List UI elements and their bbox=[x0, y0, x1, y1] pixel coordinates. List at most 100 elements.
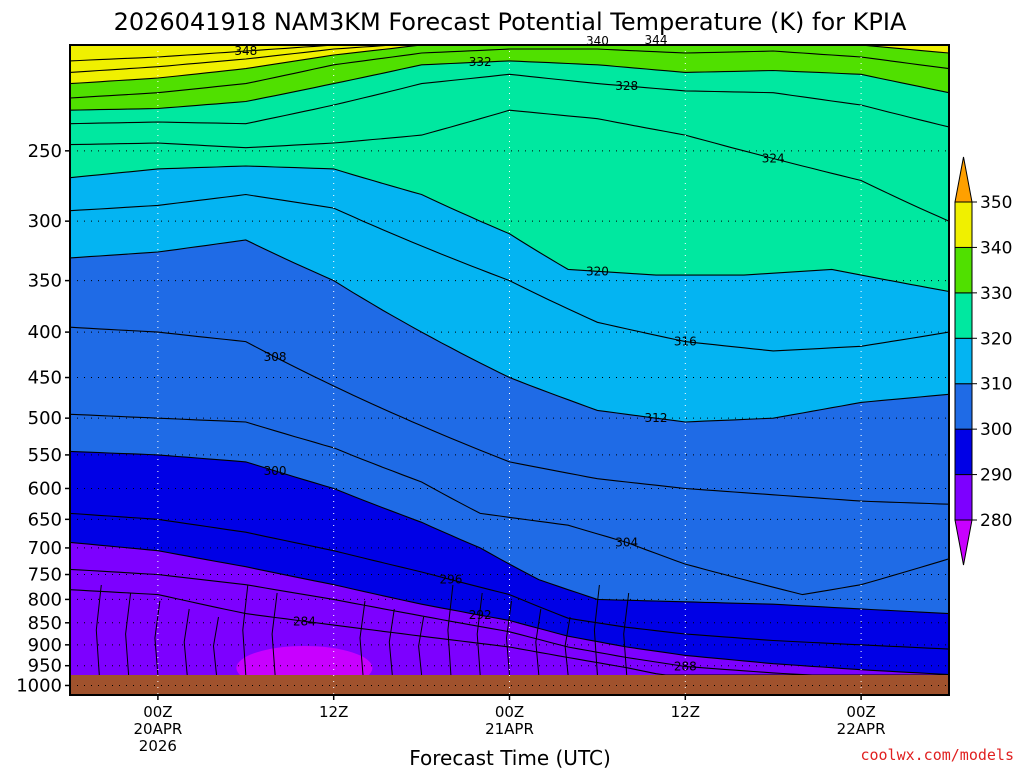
boundary-layer-contour bbox=[505, 600, 512, 676]
y-tick-label: 550 bbox=[28, 445, 62, 466]
contour-label-324: 324 bbox=[762, 151, 785, 165]
colorbar-arrow-top bbox=[954, 156, 973, 203]
contour-label-320: 320 bbox=[586, 264, 609, 278]
boundary-layer-contour bbox=[183, 608, 190, 676]
x-tick-label: 00Z bbox=[495, 703, 524, 721]
colorbar-segment bbox=[954, 474, 973, 521]
y-tick-label: 600 bbox=[28, 478, 62, 499]
colorbar-segment bbox=[954, 292, 973, 339]
y-tick-label: 700 bbox=[28, 538, 62, 559]
isentrope-line-344 bbox=[70, 45, 949, 73]
contour-label-292: 292 bbox=[469, 608, 492, 622]
plot-area bbox=[70, 45, 949, 695]
isentrope-line-328 bbox=[70, 73, 949, 128]
isentrope-line-312 bbox=[70, 239, 949, 423]
y-tick-label: 350 bbox=[28, 271, 62, 292]
colorbar-segment bbox=[954, 428, 973, 476]
fill-band-340 bbox=[70, 45, 949, 84]
isentrope-line-320 bbox=[70, 165, 949, 293]
boundary-layer-contour bbox=[535, 608, 542, 676]
isentrope-line-348 bbox=[70, 45, 345, 62]
boundary-layer-contour bbox=[447, 584, 454, 676]
x-tick-label: 12Z bbox=[319, 703, 348, 721]
colorbar-segment bbox=[954, 337, 973, 385]
isentrope-line-340 bbox=[70, 45, 949, 85]
contour-label-304: 304 bbox=[615, 535, 638, 549]
y-tick-label: 950 bbox=[28, 656, 62, 677]
y-tick-label: 650 bbox=[28, 509, 62, 530]
boundary-layer-contour bbox=[271, 592, 278, 676]
boundary-layer-contour bbox=[593, 584, 600, 676]
boundary-layer-contour bbox=[388, 608, 395, 676]
x-tick-label: 00Z bbox=[846, 703, 875, 721]
x-tick-label: 2026 bbox=[139, 737, 177, 755]
colorbar-label: 330 bbox=[980, 284, 1012, 304]
y-axis: 2503003504004505005506006507007508008509… bbox=[16, 141, 70, 696]
y-tick-label: 1000 bbox=[16, 675, 62, 696]
colorbar-label: 310 bbox=[980, 375, 1012, 395]
isentrope-line-288 bbox=[70, 568, 949, 676]
boundary-layer-contour bbox=[95, 584, 102, 676]
isentrope-line-324 bbox=[70, 109, 949, 222]
y-tick-label: 850 bbox=[28, 613, 62, 634]
y-tick-label: 450 bbox=[28, 368, 62, 389]
x-tick-label: 22APR bbox=[837, 720, 886, 738]
colorbar-segment bbox=[954, 201, 973, 248]
boundary-layer-contour bbox=[623, 592, 630, 676]
x-axis-label: Forecast Time (UTC) bbox=[409, 746, 611, 768]
boundary-layer-contour bbox=[242, 584, 249, 676]
chart-title: 2026041918 NAM3KM Forecast Potential Tem… bbox=[114, 8, 907, 36]
y-tick-label: 250 bbox=[28, 141, 62, 162]
boundary-layer-contour bbox=[125, 592, 132, 676]
colorbar-label: 300 bbox=[980, 420, 1012, 440]
isentrope-line-292 bbox=[70, 541, 949, 676]
y-tick-label: 900 bbox=[28, 635, 62, 656]
boundary-layer-contour bbox=[476, 592, 483, 676]
colorbar: 280 290 300 310 320 330 340 350 bbox=[954, 156, 1012, 566]
boundary-layer-contour bbox=[359, 600, 366, 676]
y-tick-label: 500 bbox=[28, 408, 62, 429]
colorbar-arrow-bottom bbox=[954, 519, 973, 566]
y-tick-label: 400 bbox=[28, 322, 62, 343]
contour-label-308: 308 bbox=[264, 350, 287, 364]
isentrope-line-308 bbox=[70, 326, 949, 505]
grid-lines bbox=[70, 45, 949, 695]
fill-band-344 bbox=[70, 45, 949, 73]
contour-label-296: 296 bbox=[439, 573, 462, 587]
colorbar-label: 290 bbox=[980, 466, 1012, 486]
isentrope-line-304 bbox=[70, 413, 949, 596]
isentrope-line-316 bbox=[70, 193, 949, 352]
contour-label-344: 344 bbox=[645, 33, 668, 47]
isentrope-line-300 bbox=[70, 450, 949, 615]
x-tick-label: 20APR bbox=[133, 720, 182, 738]
contour-label-284: 284 bbox=[293, 614, 316, 628]
colorbar-segment bbox=[954, 383, 973, 430]
y-tick-label: 750 bbox=[28, 565, 62, 586]
contour-label-288: 288 bbox=[674, 660, 697, 674]
boundary-layer-contour bbox=[154, 600, 161, 676]
isentrope-line-296 bbox=[70, 512, 949, 650]
contour-label-332: 332 bbox=[469, 55, 492, 69]
contour-label-312: 312 bbox=[645, 411, 668, 425]
contour-label-328: 328 bbox=[615, 79, 638, 93]
isentrope-line-332 bbox=[70, 60, 949, 111]
y-tick-label: 800 bbox=[28, 589, 62, 610]
x-tick-label: 21APR bbox=[485, 720, 534, 738]
contour-label-316: 316 bbox=[674, 335, 697, 349]
x-tick-label: 00Z bbox=[143, 703, 172, 721]
contour-label-348: 348 bbox=[234, 44, 257, 58]
colorbar-segment bbox=[954, 246, 973, 294]
y-tick-label: 300 bbox=[28, 211, 62, 232]
isentrope-line-336 bbox=[70, 48, 949, 99]
colorbar-label: 280 bbox=[980, 511, 1012, 531]
contour-label-300: 300 bbox=[264, 464, 287, 478]
credit-text[interactable]: coolwx.com/models bbox=[860, 746, 1014, 764]
x-tick-label: 12Z bbox=[671, 703, 700, 721]
boundary-layer-contour bbox=[212, 616, 219, 676]
colorbar-label: 320 bbox=[980, 329, 1012, 349]
contour-labels: 284 288 292 296 300 304 308 312 316 320 324 328 332 3… bbox=[234, 33, 784, 673]
surface-layer bbox=[70, 675, 949, 695]
colorbar-label: 340 bbox=[980, 238, 1012, 258]
